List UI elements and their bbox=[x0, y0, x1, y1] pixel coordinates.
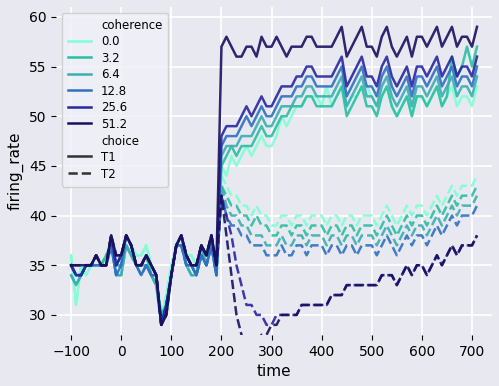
X-axis label: time: time bbox=[257, 364, 291, 379]
Legend: coherence, 0.0, 3.2, 6.4, 12.8, 25.6, 51.2, choice, T1, T2: coherence, 0.0, 3.2, 6.4, 12.8, 25.6, 51… bbox=[62, 13, 168, 186]
Y-axis label: firing_rate: firing_rate bbox=[7, 132, 23, 210]
